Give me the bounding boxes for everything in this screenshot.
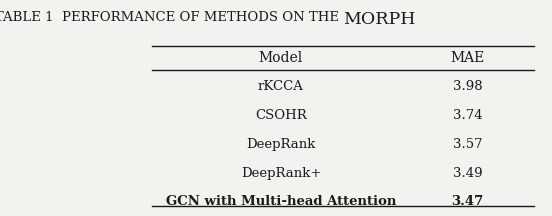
Text: DeepRank+: DeepRank+ bbox=[241, 167, 321, 179]
Text: 3.98: 3.98 bbox=[453, 80, 482, 93]
Text: rKCCA: rKCCA bbox=[258, 80, 304, 93]
Text: CSOHR: CSOHR bbox=[255, 109, 307, 122]
Text: 3.57: 3.57 bbox=[453, 138, 482, 151]
Text: MAE: MAE bbox=[450, 51, 485, 65]
Text: 3.47: 3.47 bbox=[452, 195, 484, 208]
Text: 3.74: 3.74 bbox=[453, 109, 482, 122]
Text: GCN with Multi-head Attention: GCN with Multi-head Attention bbox=[166, 195, 396, 208]
Text: 3.49: 3.49 bbox=[453, 167, 482, 179]
Text: TABLE 1  PERFORMANCE OF METHODS ON THE: TABLE 1 PERFORMANCE OF METHODS ON THE bbox=[0, 11, 343, 24]
Text: MORPH: MORPH bbox=[343, 11, 416, 28]
Text: DeepRank: DeepRank bbox=[246, 138, 316, 151]
Text: Model: Model bbox=[259, 51, 303, 65]
